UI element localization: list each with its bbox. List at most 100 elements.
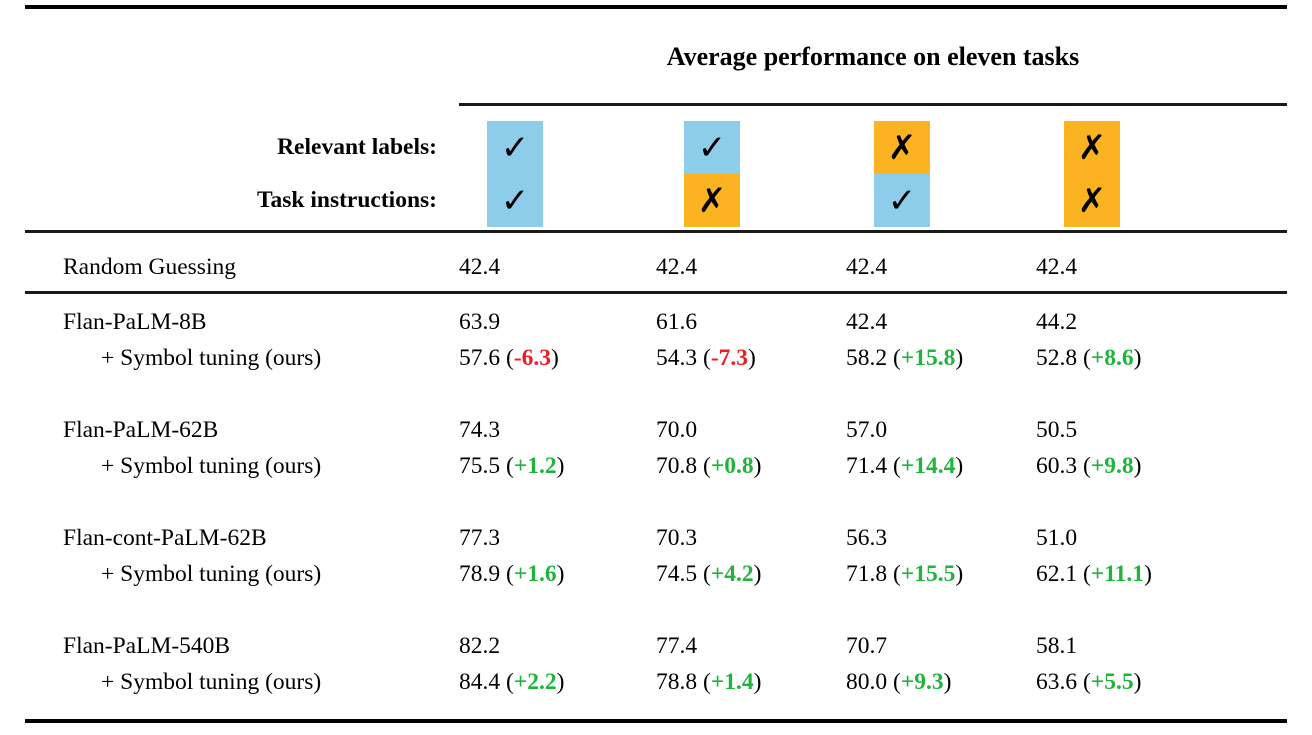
score-value: 75.5	[459, 453, 501, 479]
score-value: 57.6	[459, 345, 501, 371]
check-glyph: ✓	[500, 180, 530, 221]
cross-icon: ✗	[1064, 174, 1120, 227]
cross-glyph: ✗	[697, 180, 727, 221]
row-label: Flan-PaLM-8B	[63, 309, 207, 335]
score-value: 84.4	[459, 669, 501, 695]
score-cell: 42.4	[656, 254, 698, 280]
score-value: 60.3	[1036, 453, 1078, 479]
condition-column-3: ✗ ✓	[874, 121, 930, 227]
score-value: 52.8	[1036, 345, 1078, 371]
score-cell: 74.3	[459, 417, 501, 443]
check-icon: ✓	[487, 121, 543, 174]
header-cmidrule	[459, 103, 1287, 106]
cross-glyph: ✗	[1077, 180, 1107, 221]
delta: +2.2	[500, 669, 564, 695]
cross-icon: ✗	[874, 121, 930, 174]
row-label: Flan-cont-PaLM-62B	[63, 525, 267, 551]
score-cell: 70.7	[846, 633, 888, 659]
score-value: 80.0	[846, 669, 888, 695]
score-cell: 58.2+15.8	[846, 344, 1036, 372]
row-label: Flan-PaLM-540B	[63, 633, 231, 659]
delta: +5.5	[1077, 669, 1141, 695]
score-value: 71.8	[846, 561, 888, 587]
row-flan-cont-palm-62b: Flan-cont-PaLM-62B 77.3 70.3 56.3 51.0	[0, 524, 1312, 552]
check-glyph: ✓	[500, 127, 530, 168]
score-cell: 63.6+5.5	[1036, 668, 1312, 696]
delta: +1.2	[500, 453, 564, 479]
condition-column-1: ✓ ✓	[487, 121, 543, 227]
score-cell: 71.8+15.5	[846, 560, 1036, 588]
midrule-after-baseline	[25, 291, 1287, 294]
score-cell: 42.4	[846, 254, 888, 280]
score-cell: 42.4	[846, 309, 888, 335]
cross-glyph: ✗	[1077, 127, 1107, 168]
cross-glyph: ✗	[887, 127, 917, 168]
score-value: 63.6	[1036, 669, 1078, 695]
delta: +14.4	[887, 453, 963, 479]
score-cell: 57.0	[846, 417, 888, 443]
score-value: 54.3	[656, 345, 698, 371]
row-label: + Symbol tuning (ours)	[101, 453, 322, 479]
top-rule	[25, 5, 1287, 9]
score-cell: 70.8+0.8	[656, 452, 846, 480]
score-cell: 84.4+2.2	[459, 668, 656, 696]
midrule-after-header	[25, 230, 1287, 233]
delta: +1.6	[500, 561, 564, 587]
row-flan-cont-palm-62b-symbol-tuning: + Symbol tuning (ours) 78.9+1.6 74.5+4.2…	[0, 560, 1312, 588]
table-title: Average performance on eleven tasks	[666, 42, 1080, 71]
score-cell: 70.0	[656, 417, 698, 443]
delta: +9.8	[1077, 453, 1141, 479]
row-label: Flan-PaLM-62B	[63, 417, 219, 443]
condition-column-4: ✗ ✗	[1064, 121, 1120, 227]
score-cell: 62.1+11.1	[1036, 560, 1312, 588]
condition-boxes: ✓ ✓ ✓ ✗ ✗ ✓ ✗ ✗	[0, 121, 1312, 227]
score-cell: 44.2	[1036, 309, 1078, 335]
score-cell: 74.5+4.2	[656, 560, 846, 588]
score-value: 78.9	[459, 561, 501, 587]
delta: +4.2	[697, 561, 761, 587]
check-icon: ✓	[487, 174, 543, 227]
delta: +0.8	[697, 453, 761, 479]
row-flan-palm-540b-symbol-tuning: + Symbol tuning (ours) 84.4+2.2 78.8+1.4…	[0, 668, 1312, 696]
score-cell: 78.8+1.4	[656, 668, 846, 696]
cross-icon: ✗	[1064, 121, 1120, 174]
score-value: 78.8	[656, 669, 698, 695]
delta: +8.6	[1077, 345, 1141, 371]
bottom-rule	[25, 719, 1287, 723]
row-flan-palm-62b-symbol-tuning: + Symbol tuning (ours) 75.5+1.2 70.8+0.8…	[0, 452, 1312, 480]
condition-column-2: ✓ ✗	[684, 121, 740, 227]
score-cell: 42.4	[1036, 254, 1078, 280]
score-value: 74.5	[656, 561, 698, 587]
score-cell: 61.6	[656, 309, 698, 335]
delta: +15.8	[887, 345, 963, 371]
check-icon: ✓	[684, 121, 740, 174]
score-value: 62.1	[1036, 561, 1078, 587]
score-cell: 57.6-6.3	[459, 344, 656, 372]
score-value: 58.2	[846, 345, 888, 371]
score-cell: 80.0+9.3	[846, 668, 1036, 696]
score-cell: 51.0	[1036, 525, 1078, 551]
score-cell: 75.5+1.2	[459, 452, 656, 480]
delta: +1.4	[697, 669, 761, 695]
check-icon: ✓	[874, 174, 930, 227]
score-value: 71.4	[846, 453, 888, 479]
score-cell: 71.4+14.4	[846, 452, 1036, 480]
check-glyph: ✓	[887, 180, 917, 221]
score-cell: 50.5	[1036, 417, 1078, 443]
row-label: + Symbol tuning (ours)	[101, 669, 322, 695]
relevant-labels-label: Relevant labels:	[277, 134, 437, 160]
cross-icon: ✗	[684, 174, 740, 227]
row-random-guessing: Random Guessing 42.4 42.4 42.4 42.4	[0, 253, 1312, 281]
score-value: 70.8	[656, 453, 698, 479]
score-cell: 58.1	[1036, 633, 1078, 659]
row-flan-palm-62b: Flan-PaLM-62B 74.3 70.0 57.0 50.5	[0, 416, 1312, 444]
score-cell: 54.3-7.3	[656, 344, 846, 372]
row-label: + Symbol tuning (ours)	[101, 345, 322, 371]
score-cell: 70.3	[656, 525, 698, 551]
score-cell: 42.4	[459, 254, 501, 280]
row-flan-palm-8b: Flan-PaLM-8B 63.9 61.6 42.4 44.2	[0, 308, 1312, 336]
score-cell: 82.2	[459, 633, 501, 659]
score-cell: 78.9+1.6	[459, 560, 656, 588]
row-flan-palm-8b-symbol-tuning: + Symbol tuning (ours) 57.6-6.3 54.3-7.3…	[0, 344, 1312, 372]
